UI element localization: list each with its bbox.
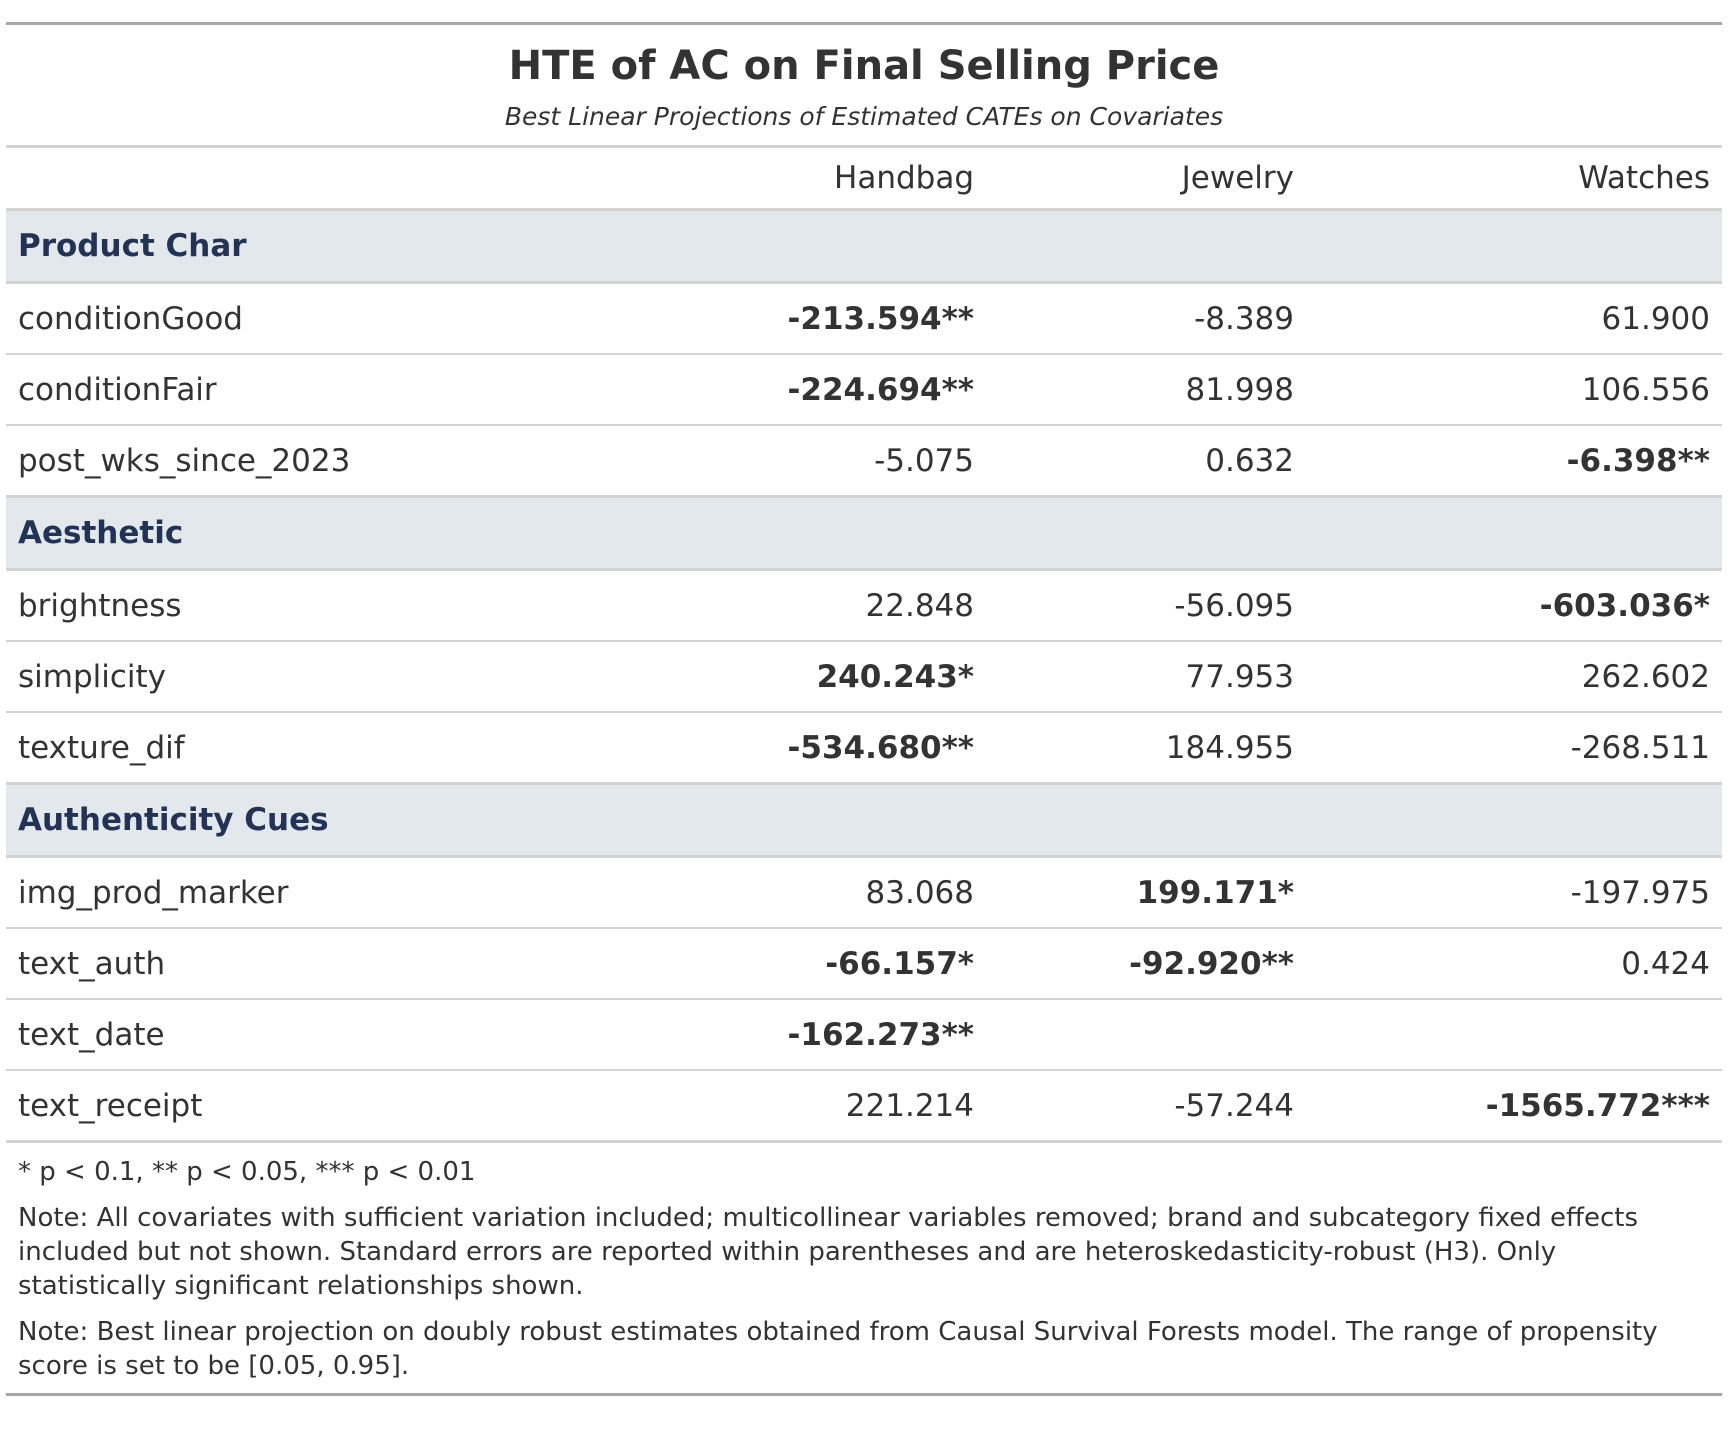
row-label: post_wks_since_2023 [6, 425, 696, 498]
table-header: HTE of AC on Final Selling Price Best Li… [6, 25, 1722, 148]
column-header-handbag: Handbag [696, 148, 986, 211]
row-label: img_prod_marker [6, 856, 696, 929]
row-label: text_date [6, 999, 696, 1071]
column-header-row: Handbag Jewelry Watches [6, 148, 1722, 211]
table-title: HTE of AC on Final Selling Price [508, 43, 1220, 89]
results-grid: Handbag Jewelry Watches Product Char cond… [6, 148, 1722, 1143]
coefficient-cell: 83.068 [696, 856, 986, 929]
row-label: text_receipt [6, 1070, 696, 1143]
coefficient-cell: 0.632 [986, 425, 1306, 498]
coefficient-cell: 81.998 [986, 354, 1306, 426]
table-row: simplicity 240.243* 77.953 262.602 [6, 641, 1722, 713]
coefficient-cell: -92.920** [986, 928, 1306, 1000]
coefficient-cell: -1565.772*** [1306, 1070, 1722, 1143]
table-footer: * p < 0.1, ** p < 0.05, *** p < 0.01 Not… [6, 1143, 1722, 1396]
row-label: conditionGood [6, 282, 696, 355]
coefficient-cell: 262.602 [1306, 641, 1722, 713]
method-note: Note: Best linear projection on doubly r… [18, 1317, 1658, 1381]
coefficient-cell: -66.157* [696, 928, 986, 1000]
coefficient-cell: -224.694** [696, 354, 986, 426]
table-row: conditionFair -224.694** 81.998 106.556 [6, 354, 1722, 426]
table-row: brightness 22.848 -56.095 -603.036* [6, 569, 1722, 642]
coefficient-cell: 184.955 [986, 712, 1306, 785]
coefficient-cell [986, 999, 1306, 1071]
significance-footnote: * p < 0.1, ** p < 0.05, *** p < 0.01 [18, 1157, 476, 1187]
regression-table: HTE of AC on Final Selling Price Best Li… [6, 22, 1722, 1396]
coefficient-cell: -56.095 [986, 569, 1306, 642]
coefficient-cell: -8.389 [986, 282, 1306, 355]
table-row: text_auth -66.157* -92.920** 0.424 [6, 928, 1722, 1000]
coefficient-cell: 199.171* [986, 856, 1306, 929]
covariates-note: Note: All covariates with sufficient var… [18, 1203, 1638, 1301]
coefficient-cell: -162.273** [696, 999, 986, 1071]
coefficient-cell: -534.680** [696, 712, 986, 785]
column-header-watches: Watches [1306, 148, 1722, 211]
coefficient-cell: -6.398** [1306, 425, 1722, 498]
coefficient-cell [1306, 999, 1722, 1071]
coefficient-cell: 221.214 [696, 1070, 986, 1143]
coefficient-cell: -57.244 [986, 1070, 1306, 1143]
column-header-jewelry: Jewelry [986, 148, 1306, 211]
coefficient-cell: 106.556 [1306, 354, 1722, 426]
row-label: brightness [6, 569, 696, 642]
coefficient-cell: -5.075 [696, 425, 986, 498]
group-row: Product Char [6, 209, 1722, 284]
coefficient-cell: -268.511 [1306, 712, 1722, 785]
table-row: img_prod_marker 83.068 199.171* -197.975 [6, 856, 1722, 929]
table-body: Product Char conditionGood -213.594** -8.38… [6, 209, 1722, 1143]
group-label: Authenticity Cues [6, 783, 1722, 858]
table-subtitle: Best Linear Projections of Estimated CAT… [504, 102, 1224, 131]
row-label: conditionFair [6, 354, 696, 426]
table-row: post_wks_since_2023 -5.075 0.632 -6.398** [6, 425, 1722, 498]
coefficient-cell: -197.975 [1306, 856, 1722, 929]
table-row: text_date -162.273** [6, 999, 1722, 1071]
row-label: text_auth [6, 928, 696, 1000]
coefficient-cell: 240.243* [696, 641, 986, 713]
table-row: conditionGood -213.594** -8.389 61.900 [6, 282, 1722, 355]
row-label: texture_dif [6, 712, 696, 785]
coefficient-cell: 0.424 [1306, 928, 1722, 1000]
coefficient-cell: 61.900 [1306, 282, 1722, 355]
column-header-blank [6, 148, 696, 211]
coefficient-cell: 22.848 [696, 569, 986, 642]
coefficient-cell: 77.953 [986, 641, 1306, 713]
coefficient-cell: -603.036* [1306, 569, 1722, 642]
row-label: simplicity [6, 641, 696, 713]
group-row: Authenticity Cues [6, 783, 1722, 858]
table-row: texture_dif -534.680** 184.955 -268.511 [6, 712, 1722, 785]
group-label: Aesthetic [6, 496, 1722, 571]
table-row: text_receipt 221.214 -57.244 -1565.772*** [6, 1070, 1722, 1143]
coefficient-cell: -213.594** [696, 282, 986, 355]
top-rule [6, 22, 1722, 25]
group-row: Aesthetic [6, 496, 1722, 571]
group-label: Product Char [6, 209, 1722, 284]
